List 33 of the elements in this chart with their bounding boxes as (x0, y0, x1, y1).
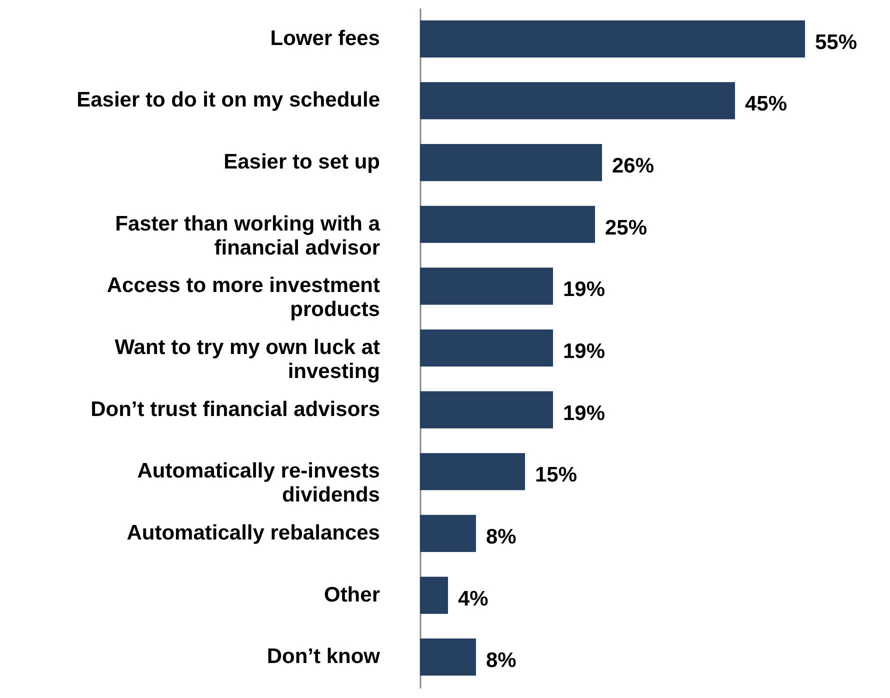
y-tick-label: Want to try my own luck at investing (114, 336, 380, 383)
bar (420, 206, 595, 243)
data-label: 19% (563, 278, 606, 302)
bar (420, 144, 602, 182)
y-tick-label: Automatically rebalances (126, 521, 380, 544)
y-tick-label: Faster than working with a financial advisor (115, 212, 380, 260)
data-label: 19% (563, 340, 606, 363)
data-label: 8% (486, 649, 517, 672)
y-tick-label: Automatically re-invests dividends (137, 460, 380, 507)
y-tick-label: Don’t know (266, 645, 381, 668)
data-label: 26% (612, 154, 654, 178)
bar (420, 391, 553, 428)
data-label: 55% (815, 30, 858, 54)
y-tick-label: Access to more investment products (106, 274, 380, 322)
bar (420, 453, 525, 490)
y-tick-label: Easier to set up (224, 150, 380, 174)
bar (420, 514, 476, 552)
data-label: 8% (486, 525, 517, 548)
data-label: 15% (535, 464, 578, 487)
bar (420, 20, 805, 58)
y-tick-label: Other (324, 583, 380, 606)
data-label: 19% (563, 402, 606, 425)
data-label: 45% (745, 92, 788, 116)
bar (420, 268, 553, 305)
y-tick-label: Don’t trust financial advisors (90, 398, 380, 421)
bar (420, 329, 553, 367)
y-tick-label: Easier to do it on my schedule (76, 88, 380, 112)
data-label: 4% (458, 587, 489, 610)
bar (420, 638, 476, 676)
y-tick-label: Lower fees (270, 26, 380, 50)
data-label: 25% (605, 216, 648, 240)
bar (420, 82, 735, 120)
bar (420, 576, 448, 614)
